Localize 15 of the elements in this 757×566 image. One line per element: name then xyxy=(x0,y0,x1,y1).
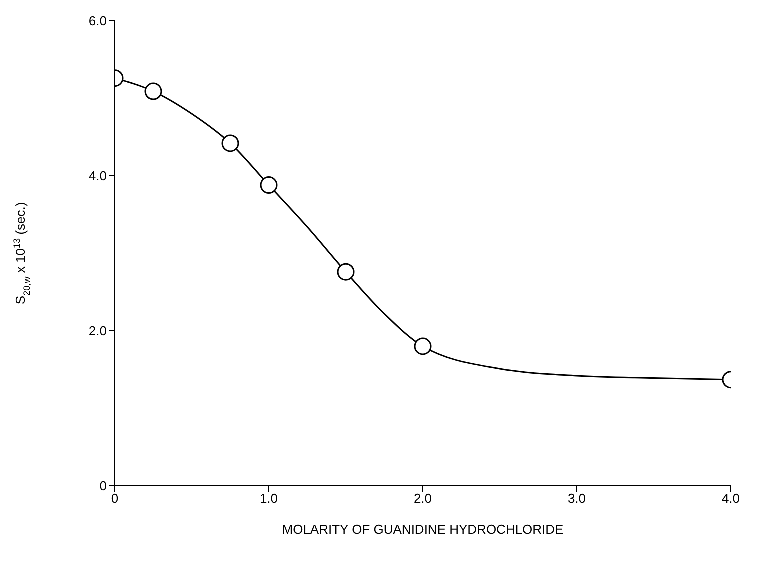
point xyxy=(144,82,162,100)
x-tick-label: 2.0 xyxy=(414,491,432,506)
x-tick-label: 4.0 xyxy=(722,491,740,506)
point xyxy=(222,134,240,152)
x-tick-label: 0 xyxy=(111,491,119,506)
x-tick-label: 1.0 xyxy=(260,491,278,506)
x-axis-title: MOLARITY OF GUANIDINE HYDROCHLORIDE xyxy=(282,522,564,537)
y-tick-label: 4.0 xyxy=(88,168,107,184)
y-tick-label: 6.0 xyxy=(88,14,107,29)
point xyxy=(414,338,432,356)
point xyxy=(260,176,278,194)
point xyxy=(337,263,355,281)
x-tick-label: 3.0 xyxy=(568,491,586,506)
y-tick-label: 2.0 xyxy=(88,324,107,339)
y-tick-label: 0 xyxy=(100,478,107,494)
